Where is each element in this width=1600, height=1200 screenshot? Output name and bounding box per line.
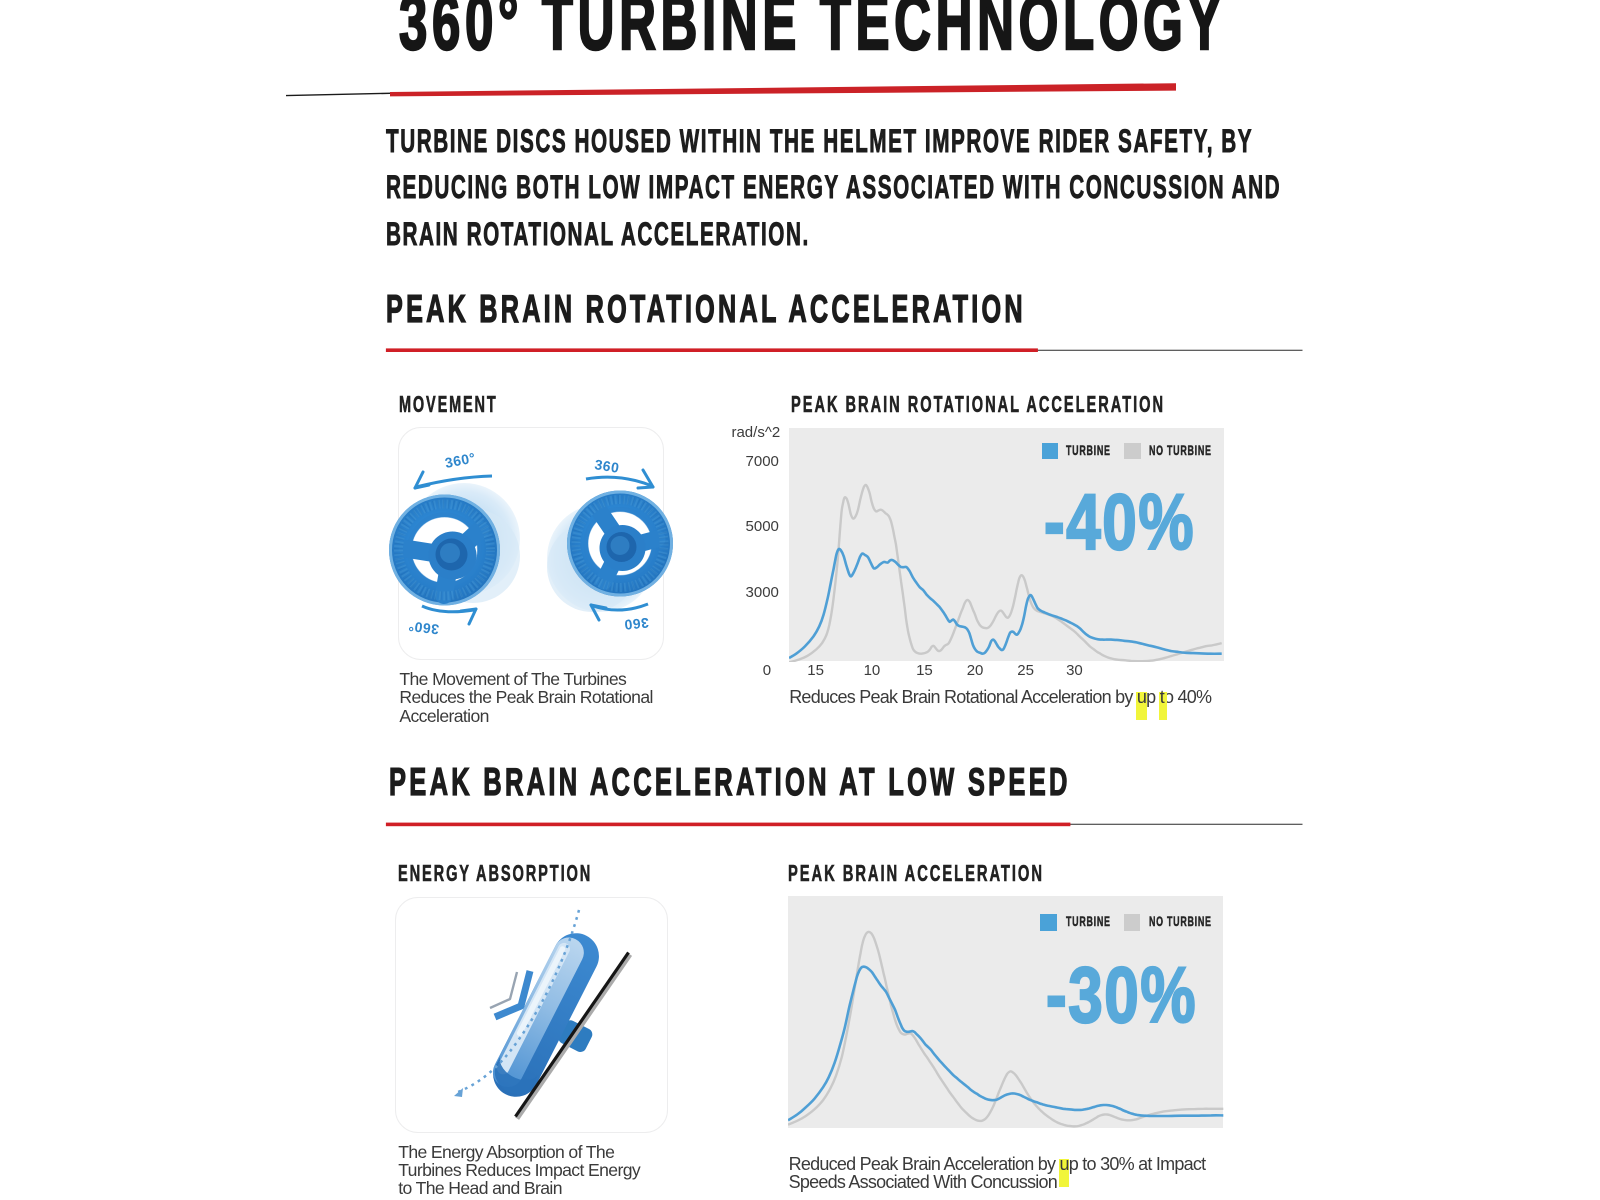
- svg-text:360: 360: [594, 456, 621, 476]
- svg-text:360°: 360°: [444, 449, 477, 471]
- svg-text:360: 360: [623, 615, 649, 633]
- svg-text:360°: 360°: [407, 618, 440, 638]
